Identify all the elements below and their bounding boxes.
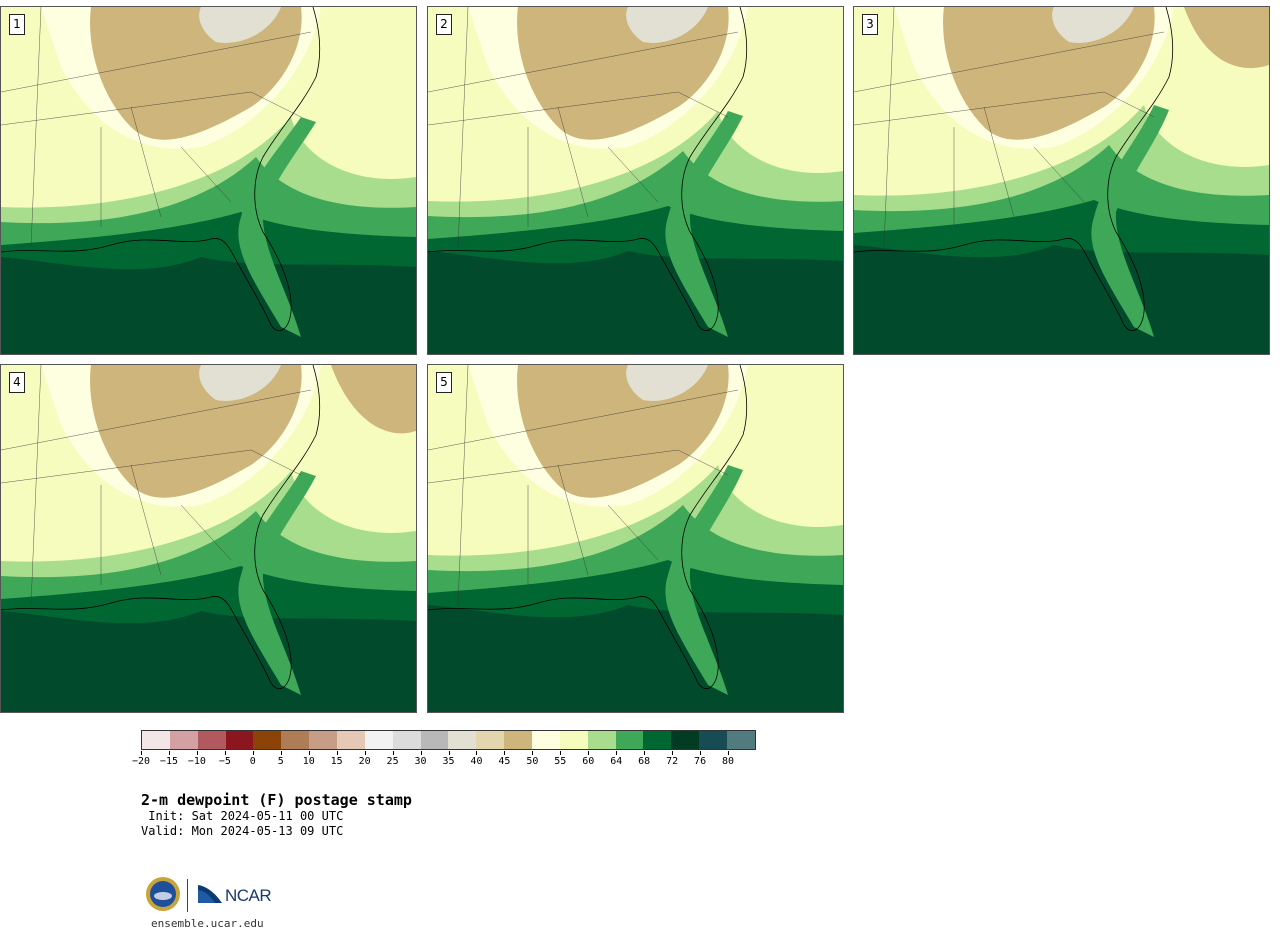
valid-time: Valid: Mon 2024-05-13 09 UTC [141,824,344,838]
panel-number-label: 2 [436,14,452,35]
panel-number-label: 1 [9,14,25,35]
colorbar-tick-label: 72 [666,756,679,767]
site-url: ensemble.ucar.edu [151,917,264,930]
panel-number-label: 4 [9,372,25,393]
stamp-panel-1: 1 [0,6,417,355]
ncar-wordmark: NCAR [225,886,272,905]
dewpoint-map [1,7,416,354]
colorbar-tick [504,751,506,755]
colorbar-swatch [169,731,198,749]
colorbar-swatch [281,731,310,749]
colorbar-swatch [727,731,755,749]
colorbar-tick-label: 68 [638,756,651,767]
colorbar-swatch [392,731,421,749]
colorbar-tick-label: 30 [414,756,427,767]
colorbar-tick-label: −5 [218,756,231,767]
colorbar-tick [728,751,730,755]
dewpoint-map [428,365,843,712]
colorbar-tick [224,751,226,755]
nsf-seal-icon [146,877,180,911]
colorbar-tick [672,751,674,755]
colorbar-swatch [309,731,338,749]
colorbar-tick-label: 45 [498,756,511,767]
colorbar-tick [532,751,534,755]
colorbar [141,730,756,750]
colorbar-swatch [448,731,477,749]
colorbar-tick-label: 55 [554,756,567,767]
colorbar-tick-label: 0 [249,756,256,767]
colorbar-swatch [225,731,254,749]
colorbar-tick-label: 20 [358,756,371,767]
colorbar-tick [476,751,478,755]
colorbar-tick [252,751,254,755]
colorbar-swatch [420,731,449,749]
colorbar-tick-label: 64 [610,756,623,767]
init-time: Init: Sat 2024-05-11 00 UTC [141,809,344,823]
colorbar-tick-label: −10 [187,756,206,767]
colorbar-tick [196,751,198,755]
stamp-panel-5: 5 [427,364,844,713]
colorbar-tick-label: −20 [131,756,151,767]
colorbar-tick [392,751,394,755]
panel-number-label: 3 [862,14,878,35]
colorbar-swatch [559,731,588,749]
dewpoint-map [854,7,1269,354]
colorbar-swatch [615,731,644,749]
colorbar-tick-label: 76 [694,756,707,767]
colorbar-tick [560,751,562,755]
colorbar-swatch [337,731,365,749]
stamp-panel-4: 4 [0,364,417,713]
colorbar-tick-label: 80 [722,756,735,767]
chart-title: 2-m dewpoint (F) postage stamp [141,791,412,809]
panel-number-label: 5 [436,372,452,393]
colorbar-swatch [699,731,728,749]
colorbar-tick [168,751,170,755]
colorbar-tick-label: 25 [386,756,399,767]
nsf-ncar-logo: NCAR [145,876,275,918]
colorbar-tick [700,751,702,755]
colorbar-swatch [671,731,700,749]
colorbar-tick [141,751,142,755]
colorbar-tick [280,751,282,755]
colorbar-tick [644,751,646,755]
colorbar-swatch [364,731,393,749]
colorbar-tick [448,751,450,755]
dewpoint-map [1,365,416,712]
colorbar-swatch [643,731,672,749]
colorbar-tick [308,751,310,755]
ncar-mark-icon [198,885,222,903]
colorbar-tick [364,751,366,755]
colorbar-swatch [587,731,616,749]
colorbar-tick-label: 10 [302,756,315,767]
colorbar-tick [588,751,590,755]
colorbar-tick [336,751,338,755]
dewpoint-map [428,7,843,354]
colorbar-swatch [532,731,560,749]
colorbar-swatch [142,731,170,749]
colorbar-swatch [253,731,282,749]
logo-divider [187,879,188,912]
colorbar-swatch [476,731,505,749]
colorbar-ticks: −20 −15 −10 −5 0 5 10 15 20 25 30 35 40 45 50 55 60 64 68 7… [132,751,756,771]
colorbar-tick-label: 50 [526,756,539,767]
colorbar-swatch [504,731,533,749]
stamp-panel-2: 2 [427,6,844,355]
colorbar-tick-label: −15 [159,756,178,767]
colorbar-tick-label: 60 [582,756,595,767]
colorbar-tick-label: 5 [277,756,284,767]
colorbar-tick [616,751,618,755]
colorbar-tick-label: 35 [442,756,455,767]
colorbar-tick-label: 15 [330,756,343,767]
colorbar-swatch [197,731,226,749]
colorbar-tick [420,751,422,755]
colorbar-tick-label: 40 [470,756,483,767]
stamp-panel-3: 3 [853,6,1270,355]
